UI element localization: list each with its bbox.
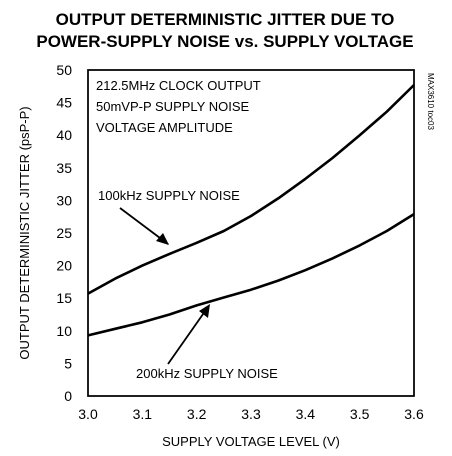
series-label-200khz-bg	[133, 364, 283, 382]
conditions-box	[87, 69, 415, 397]
series-200khz-line	[87, 212, 415, 337]
plot-frame	[87, 69, 415, 397]
y-tick-label: 45	[56, 95, 72, 111]
y-tick-label: 20	[56, 258, 72, 274]
x-axis-label: SUPPLY VOLTAGE LEVEL (V)	[162, 434, 340, 449]
series-100khz-line	[87, 84, 415, 295]
y-tick-label: 10	[56, 323, 72, 339]
condition-line-3: VOLTAGE AMPLITUDE	[96, 120, 233, 135]
condition-line-2: 50mVP-P SUPPLY NOISE	[96, 99, 250, 114]
series-label-200khz: 200kHz SUPPLY NOISE	[136, 366, 278, 381]
chart-title-line1: OUTPUT DETERMINISTIC JITTER DUE TO	[56, 10, 395, 29]
y-axis-label: OUTPUT DETERMINISTIC JITTER (psP-P)	[17, 106, 32, 359]
x-tick-label: 3.3	[241, 406, 261, 422]
series-group	[87, 84, 415, 337]
series-arrowhead-200khz	[199, 304, 210, 318]
y-tick-label: 15	[56, 290, 72, 306]
y-tick-label: 25	[56, 225, 72, 241]
y-tick-label: 35	[56, 160, 72, 176]
series-arrow-200khz	[167, 306, 209, 365]
x-tick-label: 3.2	[187, 406, 207, 422]
y-tick-label: 5	[64, 355, 72, 371]
x-tick-label: 3.5	[350, 406, 370, 422]
y-tick-label: 0	[64, 388, 72, 404]
series-label-100khz: 100kHz SUPPLY NOISE	[98, 188, 240, 203]
x-tick-label: 3.0	[78, 406, 98, 422]
chart-title-line2: POWER-SUPPLY NOISE vs. SUPPLY VOLTAGE	[36, 32, 413, 51]
figure-code: MAX3610 toc03	[426, 73, 435, 130]
y-tick-label: 50	[56, 62, 72, 78]
x-tick-label: 3.4	[296, 406, 316, 422]
series-arrowhead-100khz	[156, 233, 169, 245]
y-tick-label: 40	[56, 127, 72, 143]
x-tick-label: 3.1	[133, 406, 153, 422]
tick-labels: 3.0 3.1 3.2 3.3 3.4 3.5 3.6 0 5 10 15 20 25 30 35 40 45 5…	[56, 62, 424, 422]
y-tick-label: 30	[56, 192, 72, 208]
series-label-100khz-bg	[96, 186, 251, 204]
condition-line-1: 212.5MHz CLOCK OUTPUT	[96, 78, 261, 93]
x-tick-label: 3.6	[404, 406, 424, 422]
